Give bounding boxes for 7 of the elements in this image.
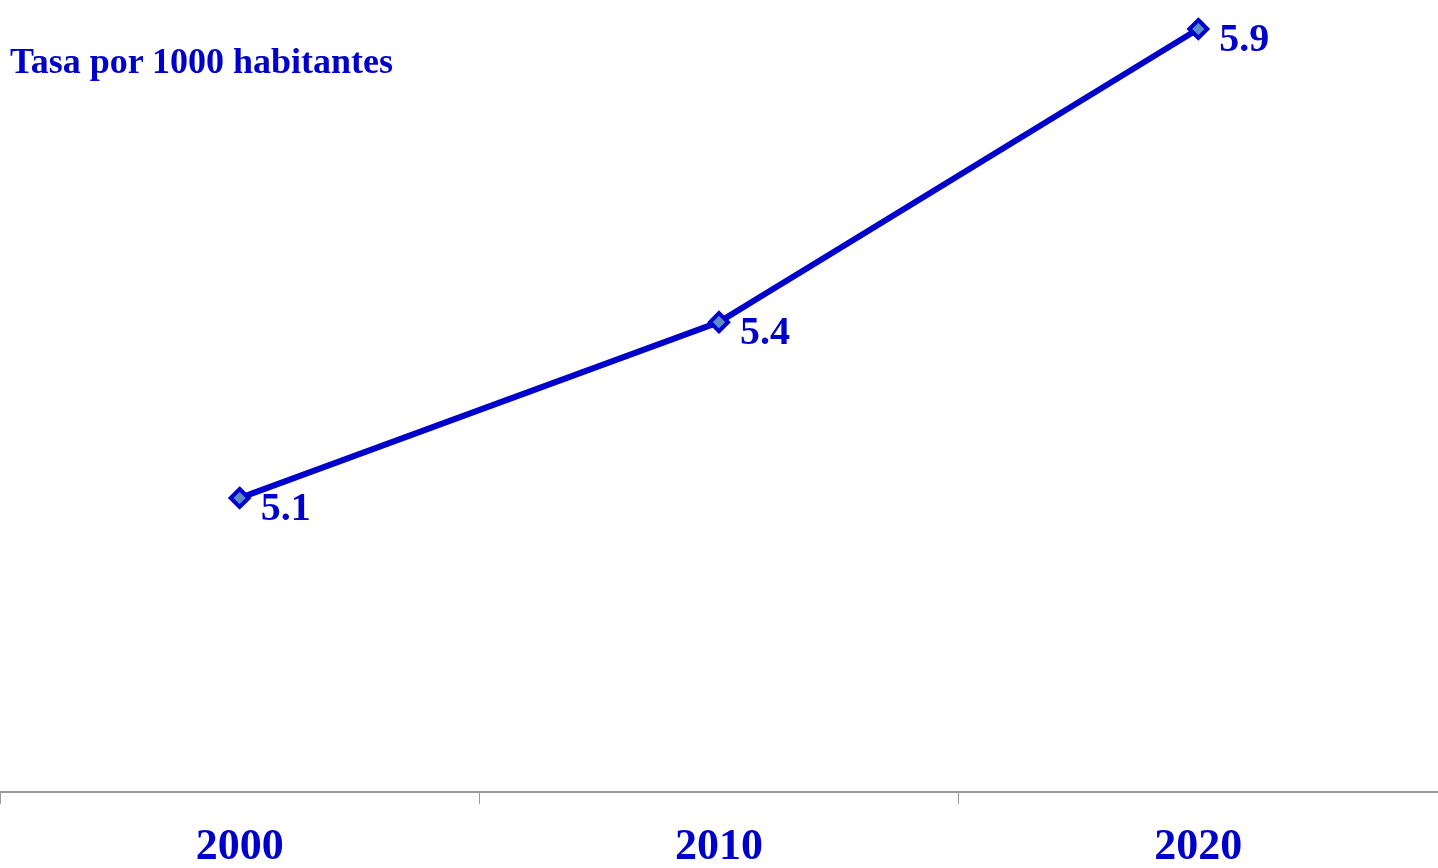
y-axis-title: Tasa por 1000 habitantes [10, 41, 394, 81]
x-tick-label: 2000 [195, 819, 284, 868]
x-tick-label: 2010 [675, 819, 763, 868]
data-label: 5.4 [740, 307, 790, 353]
data-label: 5.1 [260, 483, 311, 529]
x-tick-label: 2020 [1154, 819, 1243, 868]
data-label: 5.9 [1219, 14, 1270, 60]
